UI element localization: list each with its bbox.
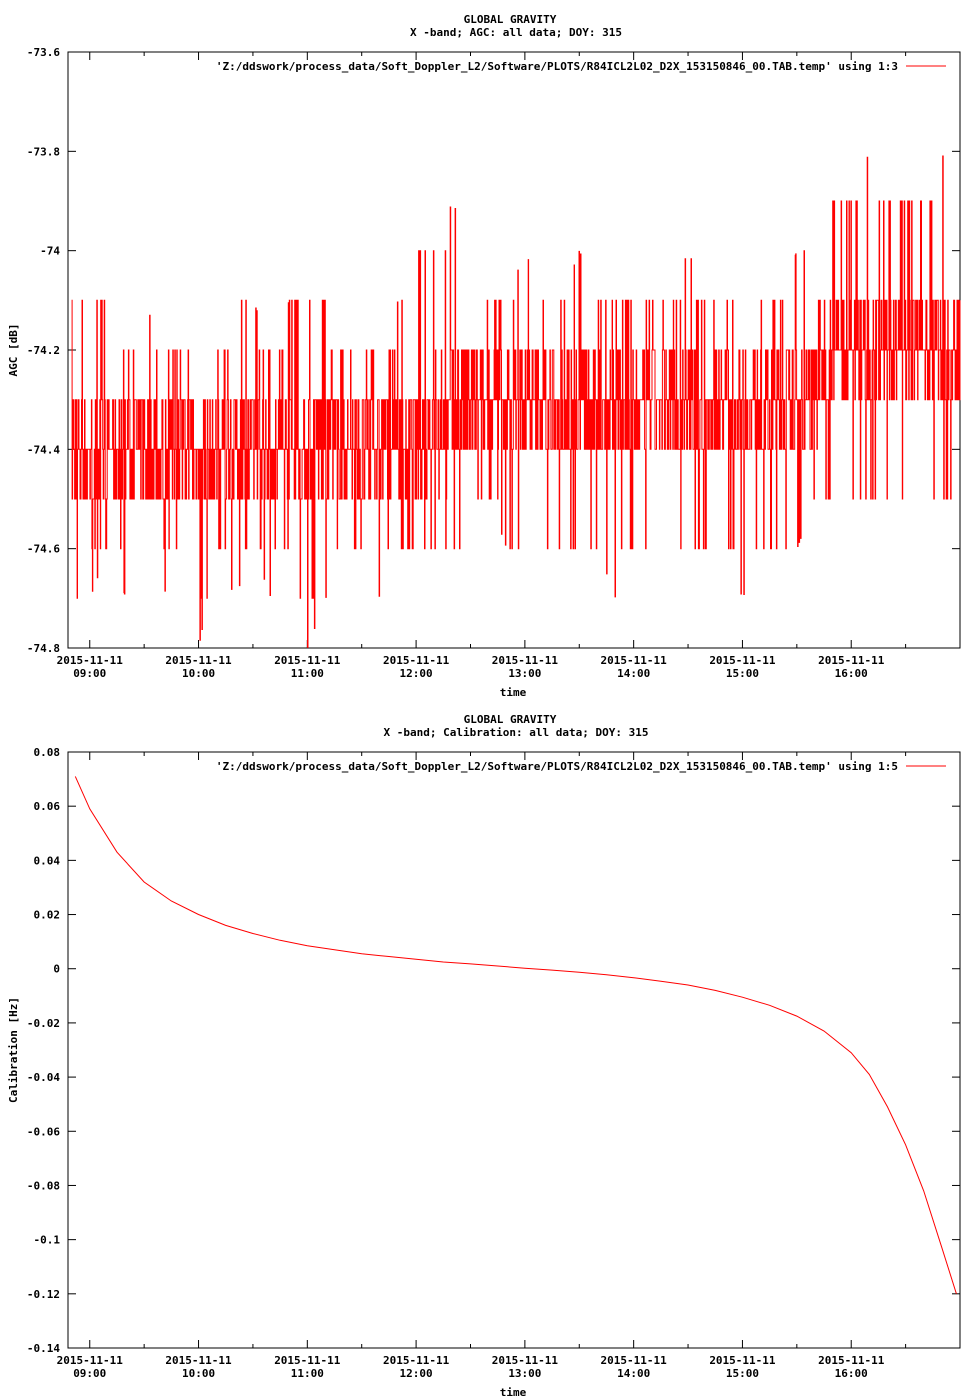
x-tick-time: 10:00 xyxy=(182,1367,215,1380)
plot-area xyxy=(74,776,957,1294)
x-tick-time: 15:00 xyxy=(726,1367,759,1380)
y-tick-label: 0.02 xyxy=(34,909,61,922)
x-tick-date: 2015-11-11 xyxy=(165,1354,232,1367)
x-tick-time: 11:00 xyxy=(291,667,324,680)
x-tick-date: 2015-11-11 xyxy=(818,1354,885,1367)
x-tick-time: 15:00 xyxy=(726,667,759,680)
y-tick-label: 0.08 xyxy=(34,746,61,759)
x-tick-date: 2015-11-11 xyxy=(274,1354,341,1367)
y-axis: 0.08 0.06 0.04 0.02 0 -0.02 -0.04 -0.06 -0.08 -0.… xyxy=(27,746,960,1355)
x-axis-label: time xyxy=(500,686,527,699)
y-tick-label: 0 xyxy=(53,963,60,976)
chart-subtitle: X -band; Calibration: all data; DOY: 315 xyxy=(384,726,649,739)
x-tick-time: 12:00 xyxy=(400,1367,433,1380)
y-axis: -73.6 -73.8 -74 -74.2 -74.4 -74.6 -74.8 xyxy=(27,46,960,655)
agc-chart: GLOBAL GRAVITY X -band; AGC: all data; D… xyxy=(7,13,961,699)
x-tick-time: 16:00 xyxy=(835,1367,868,1380)
x-tick-date: 2015-11-11 xyxy=(165,654,232,667)
series-line xyxy=(71,155,961,648)
y-tick-label: -0.02 xyxy=(27,1017,60,1030)
y-tick-label: -74.6 xyxy=(27,543,60,556)
y-tick-label: -0.06 xyxy=(27,1125,60,1138)
legend-label: 'Z:/ddswork/process_data/Soft_Doppler_L2… xyxy=(216,760,898,773)
legend: 'Z:/ddswork/process_data/Soft_Doppler_L2… xyxy=(216,60,946,73)
x-tick-date: 2015-11-11 xyxy=(818,654,885,667)
y-tick-label: 0.04 xyxy=(34,854,61,867)
y-tick-label: -73.6 xyxy=(27,46,60,59)
x-tick-time: 16:00 xyxy=(835,667,868,680)
x-tick-date: 2015-11-11 xyxy=(709,1354,776,1367)
x-tick-date: 2015-11-11 xyxy=(492,1354,559,1367)
legend: 'Z:/ddswork/process_data/Soft_Doppler_L2… xyxy=(216,760,946,773)
x-tick-date: 2015-11-11 xyxy=(383,654,450,667)
y-tick-label: -74.8 xyxy=(27,642,60,655)
plot-frame xyxy=(67,751,961,1349)
y-tick-label: -74.4 xyxy=(27,443,60,456)
series-line xyxy=(74,776,957,1294)
x-tick-time: 09:00 xyxy=(73,1367,106,1380)
chart-title: GLOBAL GRAVITY xyxy=(464,13,557,26)
x-tick-date: 2015-11-11 xyxy=(383,1354,450,1367)
x-axis: 2015-11-1109:002015-11-1110:002015-11-11… xyxy=(57,752,907,1380)
y-tick-label: -74 xyxy=(40,245,60,258)
x-tick-time: 12:00 xyxy=(400,667,433,680)
y-tick-label: 0.06 xyxy=(34,800,61,813)
y-tick-label: -74.2 xyxy=(27,344,60,357)
chart-subtitle: X -band; AGC: all data; DOY: 315 xyxy=(410,26,622,39)
y-tick-label: -0.12 xyxy=(27,1288,60,1301)
x-tick-date: 2015-11-11 xyxy=(57,1354,124,1367)
x-tick-time: 14:00 xyxy=(617,667,650,680)
x-axis-label: time xyxy=(500,1386,527,1399)
x-tick-time: 09:00 xyxy=(73,667,106,680)
x-tick-date: 2015-11-11 xyxy=(601,654,668,667)
calibration-chart: GLOBAL GRAVITY X -band; Calibration: all… xyxy=(7,713,961,1399)
y-tick-label: -73.8 xyxy=(27,145,60,158)
chart-title: GLOBAL GRAVITY xyxy=(464,713,557,726)
plot-area xyxy=(71,155,961,648)
y-axis-label: Calibration [Hz] xyxy=(7,997,20,1103)
x-tick-time: 13:00 xyxy=(508,1367,541,1380)
y-tick-label: -0.04 xyxy=(27,1071,60,1084)
y-tick-label: -0.14 xyxy=(27,1342,60,1355)
x-axis: 2015-11-1109:002015-11-1110:002015-11-11… xyxy=(57,52,907,680)
x-tick-date: 2015-11-11 xyxy=(274,654,341,667)
y-axis-label: AGC [dB] xyxy=(7,324,20,377)
x-tick-date: 2015-11-11 xyxy=(601,1354,668,1367)
x-tick-time: 11:00 xyxy=(291,1367,324,1380)
x-tick-time: 10:00 xyxy=(182,667,215,680)
x-tick-date: 2015-11-11 xyxy=(709,654,776,667)
legend-label: 'Z:/ddswork/process_data/Soft_Doppler_L2… xyxy=(216,60,898,73)
x-tick-time: 14:00 xyxy=(617,1367,650,1380)
x-tick-date: 2015-11-11 xyxy=(57,654,124,667)
x-tick-date: 2015-11-11 xyxy=(492,654,559,667)
x-tick-time: 13:00 xyxy=(508,667,541,680)
y-tick-label: -0.08 xyxy=(27,1179,60,1192)
y-tick-label: -0.1 xyxy=(34,1234,61,1247)
